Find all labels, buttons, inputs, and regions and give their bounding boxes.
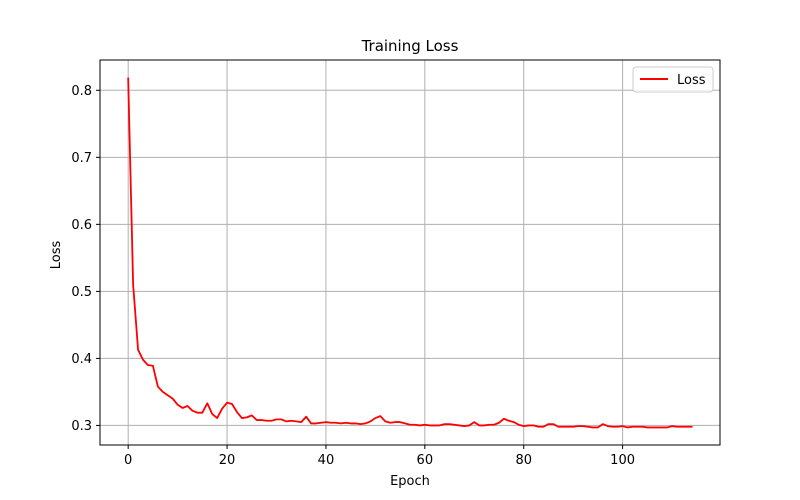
loss-series-line (127, 77, 693, 429)
x-tick-label: 20 (219, 453, 236, 468)
x-tick-label: 0 (124, 453, 132, 468)
legend-loss-label: Loss (677, 73, 706, 88)
x-tick-label: 100 (610, 453, 635, 468)
chart-title: Training Loss (361, 37, 459, 55)
series-layer (127, 77, 693, 429)
y-axis-label: Loss (49, 241, 64, 270)
x-axis-ticks: 0 20 40 60 80 100 (124, 445, 635, 468)
y-tick-label: 0.7 (71, 151, 92, 166)
y-axis-ticks: 0.3 0.4 0.5 0.6 0.7 0.8 (71, 84, 100, 434)
grid-layer (100, 60, 720, 445)
y-tick-label: 0.3 (71, 419, 92, 434)
plot-area-frame (99, 59, 721, 446)
x-tick-label: 40 (318, 453, 335, 468)
y-tick-label: 0.5 (71, 285, 92, 300)
y-tick-label: 0.4 (71, 352, 92, 367)
x-axis-label: Epoch (390, 474, 430, 489)
x-tick-label: 80 (515, 453, 532, 468)
y-tick-label: 0.6 (71, 218, 92, 233)
x-tick-label: 60 (417, 453, 434, 468)
y-tick-label: 0.8 (71, 84, 92, 99)
legend: Loss (632, 66, 714, 93)
legend-box (632, 66, 714, 93)
